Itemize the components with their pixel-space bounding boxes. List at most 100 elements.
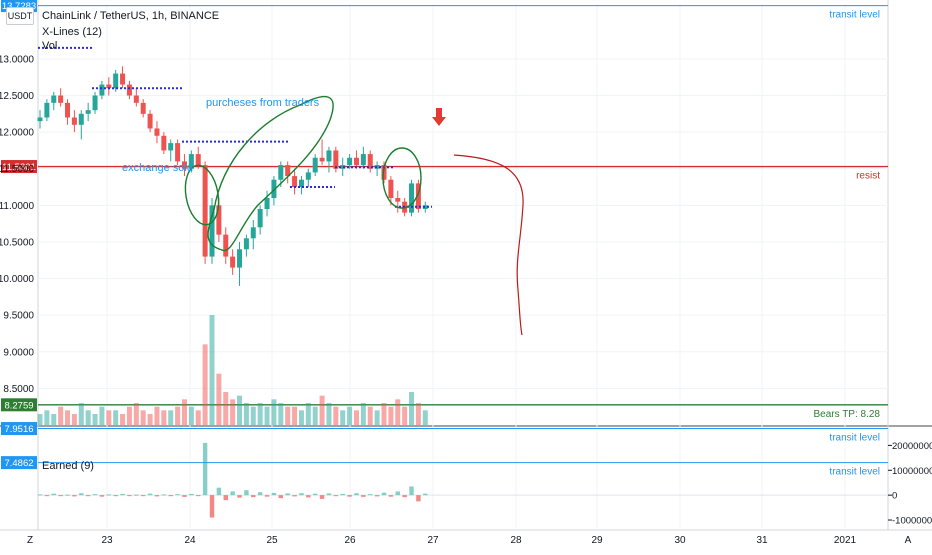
volume-bar xyxy=(99,406,105,425)
earned-bar xyxy=(292,495,297,497)
y-tick-label: 10.0000 xyxy=(0,274,34,285)
earned-bar xyxy=(106,494,111,496)
earned-bar xyxy=(113,495,118,497)
earned-bar xyxy=(223,495,228,501)
earned-bar xyxy=(120,493,125,496)
earned-bar xyxy=(299,493,304,496)
x-axis-a-label: A xyxy=(905,535,912,546)
price-level-tag: 8.2759 xyxy=(4,400,33,411)
earned-bar xyxy=(51,493,56,496)
candle-body xyxy=(278,165,284,180)
volume-bar xyxy=(175,406,181,425)
candle-body xyxy=(147,113,153,129)
volume-bar xyxy=(106,410,112,425)
volume-bar xyxy=(237,395,243,425)
volume-bar xyxy=(353,410,359,425)
earned-bar xyxy=(85,495,91,497)
sub-indicator-label: Earned (9) xyxy=(42,460,94,472)
candle-body xyxy=(71,117,77,125)
volume-bar xyxy=(292,406,298,425)
candle-body xyxy=(175,143,181,162)
y-tick-label: 11.5000 xyxy=(0,164,34,175)
volume-bar xyxy=(360,403,366,425)
candle-body xyxy=(58,95,64,103)
price-level-tag: 11.5301 xyxy=(2,162,36,173)
candle-body xyxy=(133,95,139,103)
x-tick-label: 28 xyxy=(510,535,522,546)
volume-bar xyxy=(188,406,194,425)
candle-body xyxy=(113,73,119,89)
candle-body xyxy=(353,157,359,166)
earned-bar xyxy=(361,495,366,497)
x-tick-label: 30 xyxy=(674,535,686,546)
x-axis-z-label: Z xyxy=(27,535,33,546)
candle-body xyxy=(250,227,256,239)
candle-body xyxy=(195,154,201,166)
volume-bar xyxy=(257,403,263,425)
candle-body xyxy=(78,113,84,125)
sub-y-tick-label: -10000000 xyxy=(892,516,932,527)
x-tick-label: 31 xyxy=(756,535,768,546)
candle-body xyxy=(257,209,263,228)
candle-body xyxy=(44,102,50,118)
volume-bar xyxy=(347,406,353,425)
volume-bar xyxy=(374,410,380,425)
volume-bar xyxy=(422,410,428,425)
candle-body xyxy=(305,172,311,180)
volume-bar xyxy=(120,414,126,425)
earned-bar xyxy=(202,442,208,496)
earned-bar xyxy=(244,490,249,496)
earned-bar xyxy=(209,495,215,518)
earned-bar xyxy=(368,494,373,496)
volume-bar xyxy=(340,410,346,425)
earned-bar xyxy=(381,492,387,496)
candle-body xyxy=(243,238,249,250)
volume-bar xyxy=(243,403,249,425)
sub-y-tick-label: 10000000 xyxy=(892,466,932,477)
x-tick-label: 2021 xyxy=(834,535,857,546)
candle-body xyxy=(181,161,187,169)
candle-body xyxy=(106,84,112,89)
volume-bar xyxy=(415,403,421,425)
volume-bar xyxy=(92,414,98,425)
earned-bar xyxy=(196,495,201,497)
volume-bar xyxy=(216,373,222,425)
candle-body xyxy=(223,234,229,257)
y-tick-label: 9.5000 xyxy=(3,311,34,322)
volume-bar xyxy=(223,392,229,425)
volume-bar xyxy=(326,403,332,425)
earned-bar xyxy=(58,495,63,497)
candle-body xyxy=(188,154,194,169)
volume-bar xyxy=(140,410,146,425)
currency-badge[interactable]: USDT xyxy=(6,7,34,25)
candle-body xyxy=(51,95,57,103)
earned-bar xyxy=(79,493,84,496)
x-tick-label: 23 xyxy=(101,535,113,546)
earned-bar xyxy=(409,486,414,496)
earned-bar xyxy=(326,493,332,496)
candle-body xyxy=(340,165,346,169)
volume-bar xyxy=(168,410,174,425)
earned-bar xyxy=(278,495,283,499)
forecast-curve xyxy=(453,154,524,336)
earned-bar xyxy=(271,492,277,496)
x-tick-label: 29 xyxy=(591,535,603,546)
price-level-tag: 7.4862 xyxy=(4,458,33,469)
candle-body xyxy=(415,183,421,210)
volume-bar xyxy=(65,410,71,425)
candle-body xyxy=(126,84,132,96)
earned-bar xyxy=(388,495,394,497)
annotation-purchases: purcheses from traders xyxy=(206,97,320,109)
candle-body xyxy=(271,179,277,199)
earned-bar xyxy=(175,494,180,496)
candle-body xyxy=(216,205,222,235)
candle-body xyxy=(230,256,236,268)
earned-bar xyxy=(313,493,318,496)
volume-bar xyxy=(319,395,325,425)
price-level-tag-box xyxy=(1,422,37,436)
candle-body xyxy=(395,198,401,202)
volume-bar xyxy=(285,406,291,425)
candle-body xyxy=(85,110,91,114)
candle-body xyxy=(285,165,291,177)
